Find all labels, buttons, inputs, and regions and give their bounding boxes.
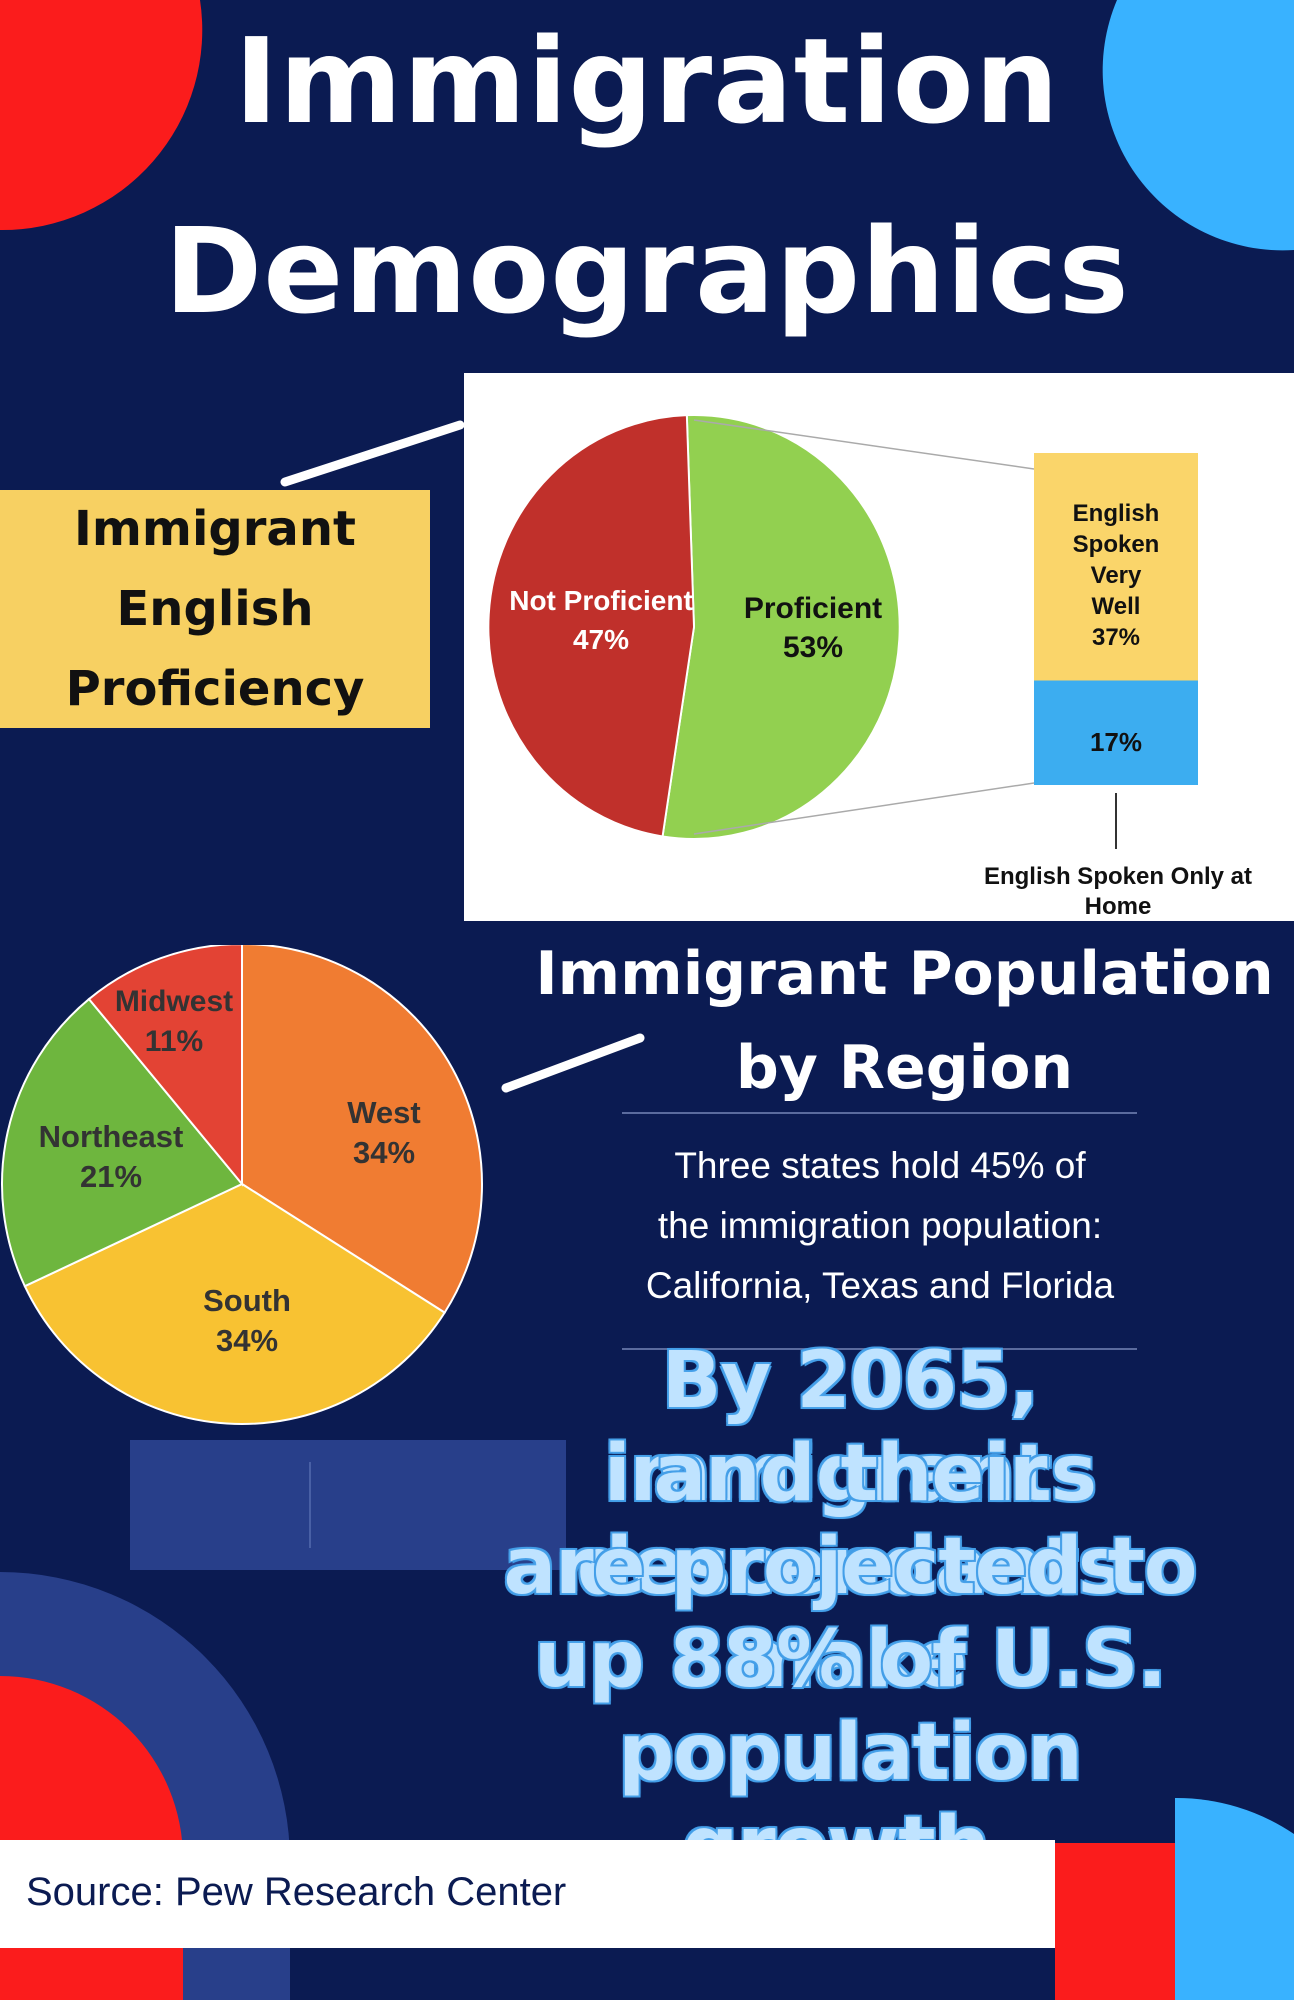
title-line-1: Immigration (234, 12, 1060, 150)
slice-label-south-name: South (203, 1283, 291, 1318)
blue-corner-top-right (1102, 0, 1294, 251)
proficiency-pie (487, 414, 901, 840)
connector-top (693, 419, 1035, 470)
pie-slice-not-proficient (487, 414, 695, 838)
region-rule-top (622, 1112, 1137, 1114)
region-description-line-2: the immigration population: (657, 1205, 1103, 1246)
slice-label-not-proficient-value: 47% (573, 624, 629, 655)
red-square-bottom-right (1055, 1843, 1175, 2000)
bar-segment-very-well (1034, 453, 1198, 681)
region-rule-bottom (622, 1348, 1137, 1350)
region-pie (1, 945, 483, 1425)
title-line-2: Demographics (164, 202, 1130, 340)
slice-label-midwest-value: 11% (145, 1025, 203, 1058)
projection-line-4: up 88% of U.S. (534, 1615, 1167, 1705)
region-description-line-1: Three states hold 45% of (674, 1145, 1086, 1186)
slice-label-northeast-name: Northeast (39, 1119, 184, 1154)
red-corner-top-left (0, 0, 203, 231)
pie-slice-west (241, 945, 483, 1314)
pie-slice-south (23, 1182, 447, 1425)
bar-label-home: 17% (1090, 727, 1142, 757)
blue-semicircle-bottom-right (1175, 1797, 1294, 2000)
bar-segment-home (1034, 680, 1198, 785)
pie-slice-midwest (87, 945, 243, 1187)
proficiency-label-line: Proficiency (65, 661, 365, 717)
annotation-home: English Spoken Only at Home (984, 863, 1252, 920)
proficiency-label-line: English (116, 581, 314, 637)
connector-bottom (693, 782, 1035, 835)
pie-slice-proficient (661, 414, 901, 840)
region-chart: West 34% South 34% Northeast 21% Midwest… (1, 945, 483, 1425)
projection-line-2: and their descendants (576, 1429, 1125, 1612)
slice-label-south-value: 34% (216, 1323, 278, 1358)
projection-line-1: By 2065, immigrants (603, 1336, 1097, 1519)
source-text: Source: Pew Research Center (26, 1870, 567, 1914)
bar-label-very-well: English Spoken Very Well 37% (1073, 500, 1160, 651)
pie-slice-northeast (1, 997, 244, 1288)
white-slash-2 (501, 1033, 645, 1093)
slice-label-west-name: West (347, 1095, 421, 1130)
proficiency-chart-panel: Not Proficient 47% Proficient 53% Englis… (464, 373, 1294, 921)
slice-label-northeast-value: 21% (80, 1159, 142, 1194)
projection-line-3: are projected to make (503, 1522, 1198, 1705)
region-title-line-1: Immigrant Population (535, 939, 1274, 1009)
slice-label-west-value: 34% (353, 1135, 415, 1170)
white-slash-1 (280, 420, 465, 487)
region-title-line-2: by Region (735, 1033, 1074, 1103)
slice-label-proficient-value: 53% (783, 631, 843, 664)
region-description-line-3: California, Texas and Florida (645, 1265, 1115, 1306)
blue-block (130, 1440, 566, 1570)
proficiency-label: Immigrant English Proficiency (0, 490, 430, 728)
proficiency-chart: Not Proficient 47% Proficient 53% Englis… (487, 414, 1252, 920)
slice-label-proficient-name: Proficient (744, 592, 882, 625)
proficiency-breakdown-bar (1034, 453, 1198, 785)
slice-label-not-proficient-name: Not Proficient (509, 585, 693, 616)
slice-label-midwest-name: Midwest (115, 985, 233, 1018)
proficiency-label-line: Immigrant (74, 501, 356, 557)
source-bar: Source: Pew Research Center (0, 1840, 1055, 1948)
